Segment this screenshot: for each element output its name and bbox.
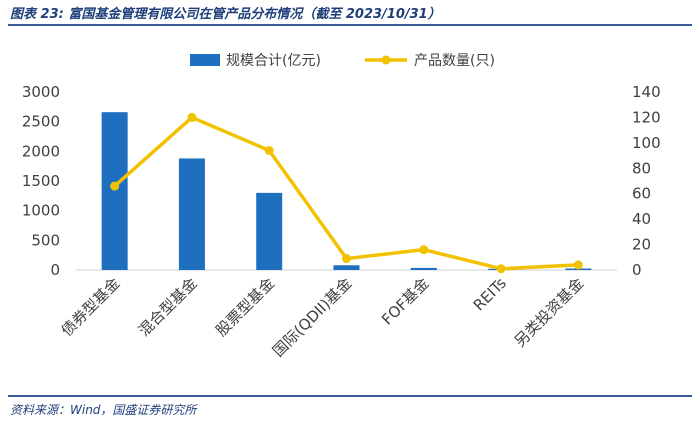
line-point xyxy=(496,264,506,274)
left-axis-tick-label: 2000 xyxy=(22,142,60,160)
right-axis-tick-label: 0 xyxy=(632,261,642,279)
line-point xyxy=(110,181,120,191)
bar xyxy=(333,265,360,270)
line-point xyxy=(573,260,583,270)
legend-marker xyxy=(381,55,391,65)
source-note: 资料来源：Wind，国盛证券研究所 xyxy=(10,403,197,417)
right-axis-tick-label: 120 xyxy=(632,108,661,126)
right-axis-tick-label: 20 xyxy=(632,236,651,254)
line-point xyxy=(342,254,351,264)
left-axis-tick-label: 1500 xyxy=(22,172,60,190)
legend-label: 规模合计(亿元) xyxy=(226,53,321,69)
category-label: 债券型基金 xyxy=(58,274,124,340)
legend-label: 产品数量(只) xyxy=(414,53,495,69)
category-label: 股票型基金 xyxy=(212,274,278,340)
right-axis-tick-label: 140 xyxy=(632,83,661,101)
category-label: REITs xyxy=(470,274,510,314)
bar xyxy=(256,192,283,270)
line-point xyxy=(264,145,274,155)
right-axis-tick-label: 80 xyxy=(632,159,651,177)
source-divider xyxy=(8,395,692,397)
legend-swatch-bar xyxy=(190,54,220,66)
bar xyxy=(101,112,128,270)
title-divider xyxy=(8,24,692,26)
category-label: 国际(QDII)基金 xyxy=(269,274,355,360)
category-label: 另类投资基金 xyxy=(511,274,587,350)
figure-title: 图表 23: 富国基金管理有限公司在管产品分布情况（截至 2023/10/31） xyxy=(10,7,441,22)
category-label: 混合型基金 xyxy=(135,274,201,340)
line-point xyxy=(419,245,429,255)
bar xyxy=(178,158,205,270)
left-axis-tick-label: 3000 xyxy=(22,83,60,101)
left-axis-tick-label: 1000 xyxy=(22,202,60,220)
left-axis-tick-label: 2500 xyxy=(22,113,60,131)
category-label: FOF基金 xyxy=(378,274,433,329)
right-axis-tick-label: 100 xyxy=(632,134,661,152)
bar xyxy=(410,267,437,270)
right-axis-tick-label: 60 xyxy=(632,185,651,203)
line-point xyxy=(187,112,197,122)
left-axis-tick-label: 0 xyxy=(50,261,60,279)
left-axis-tick-label: 500 xyxy=(31,231,60,249)
right-axis-tick-label: 40 xyxy=(632,210,651,228)
combo-chart: 0 500 1000 1500 2000 2500 3000 0 20 40 60 80 100 120 1… xyxy=(22,53,661,360)
